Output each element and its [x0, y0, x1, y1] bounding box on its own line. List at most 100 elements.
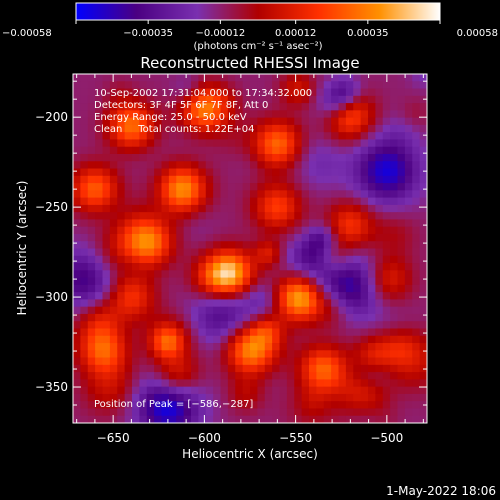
- heatmap-cell: [323, 212, 332, 220]
- heatmap-cell: [316, 270, 325, 278]
- heatmap-cell: [154, 270, 162, 278]
- heatmap-cell: [220, 299, 229, 308]
- heatmap-cell: [301, 321, 310, 329]
- heatmap-cell: [382, 277, 391, 286]
- heatmap-cell: [80, 321, 89, 329]
- heatmap-cell: [412, 190, 421, 198]
- heatmap-cell: [154, 386, 162, 395]
- heatmap-cell: [205, 241, 214, 249]
- heatmap-cell: [419, 153, 427, 162]
- heatmap-cell: [375, 110, 384, 119]
- heatmap-cell: [124, 248, 133, 257]
- heatmap-cell: [102, 321, 111, 329]
- heatmap-cell: [154, 219, 162, 228]
- heatmap-cell: [316, 153, 325, 162]
- heatmap-cell: [132, 401, 140, 409]
- heatmap-cell: [412, 241, 421, 249]
- heatmap-cell: [242, 350, 251, 358]
- heatmap-cell: [250, 241, 258, 249]
- heatmap-cell: [205, 306, 214, 315]
- heatmap-cell: [161, 335, 170, 344]
- heatmap-cell: [412, 357, 421, 366]
- heatmap-cell: [191, 372, 199, 380]
- heatmap-cell: [87, 139, 96, 148]
- heatmap-cell: [168, 132, 177, 140]
- heatmap-cell: [264, 292, 273, 300]
- heatmap-cell: [154, 103, 162, 111]
- heatmap-cell: [205, 95, 214, 104]
- heatmap-cell: [227, 255, 236, 264]
- heatmap-cell: [95, 117, 103, 126]
- heatmap-cell: [316, 401, 325, 409]
- heatmap-cell: [80, 284, 89, 293]
- heatmap-cell: [250, 335, 258, 344]
- heatmap-cell: [198, 328, 207, 337]
- heatmap-cell: [102, 153, 111, 162]
- heatmap-cell: [390, 183, 398, 191]
- heatmap-cell: [146, 153, 155, 162]
- heatmap-cell: [183, 139, 192, 148]
- heatmap-cell: [168, 255, 177, 264]
- heatmap-cell: [331, 212, 339, 220]
- heatmap-cell: [301, 212, 310, 220]
- heatmap-cell: [323, 168, 332, 177]
- heatmap-cell: [73, 372, 81, 380]
- heatmap-cell: [154, 343, 162, 351]
- heatmap-cell: [345, 95, 354, 104]
- heatmap-cell: [73, 299, 81, 308]
- heatmap-cell: [331, 393, 339, 402]
- heatmap-cell: [213, 306, 221, 315]
- heatmap-cell: [161, 270, 170, 278]
- heatmap-cell: [309, 132, 317, 140]
- heatmap-cell: [286, 197, 295, 206]
- heatmap-cell: [205, 233, 214, 242]
- heatmap-cell: [132, 393, 140, 402]
- heatmap-cell: [146, 117, 155, 126]
- y-tick-label: −350: [35, 380, 68, 394]
- heatmap-cell: [404, 408, 413, 417]
- heatmap-cell: [368, 88, 376, 97]
- heatmap-cell: [257, 139, 266, 148]
- heatmap-cell: [102, 204, 111, 213]
- heatmap-cell: [250, 415, 258, 423]
- heatmap-cell: [257, 386, 266, 395]
- heatmap-cell: [154, 190, 162, 198]
- heatmap-cell: [331, 306, 339, 315]
- heatmap-cell: [124, 321, 133, 329]
- heatmap-cell: [360, 212, 369, 220]
- heatmap-cell: [375, 335, 384, 344]
- heatmap-cell: [316, 168, 325, 177]
- heatmap-cell: [168, 328, 177, 337]
- heatmap-cell: [309, 110, 317, 119]
- heatmap-cell: [183, 88, 192, 97]
- heatmap-cell: [95, 263, 103, 271]
- heatmap-cell: [323, 161, 332, 169]
- heatmap-cell: [272, 212, 280, 220]
- heatmap-cell: [250, 364, 258, 373]
- heatmap-cell: [176, 335, 185, 344]
- heatmap-cell: [272, 241, 280, 249]
- heatmap-cell: [227, 357, 236, 366]
- heatmap-cell: [250, 110, 258, 119]
- heatmap-cell: [286, 117, 295, 126]
- heatmap-cell: [168, 401, 177, 409]
- heatmap-cell: [331, 132, 339, 140]
- heatmap-cell: [146, 124, 155, 133]
- heatmap-cell: [294, 255, 303, 264]
- heatmap-cell: [412, 284, 421, 293]
- heatmap-cell: [412, 161, 421, 169]
- heatmap-cell: [257, 212, 266, 220]
- heatmap-cell: [139, 364, 148, 373]
- heatmap-cell: [264, 401, 273, 409]
- heatmap-cell: [279, 197, 288, 206]
- heatmap-cell: [250, 175, 258, 184]
- heatmap-cell: [242, 284, 251, 293]
- heatmap-cell: [95, 103, 103, 111]
- heatmap-cell: [205, 292, 214, 300]
- heatmap-cell: [220, 284, 229, 293]
- heatmap-cell: [309, 226, 317, 235]
- heatmap-cell: [176, 321, 185, 329]
- heatmap-cell: [272, 292, 280, 300]
- heatmap-cell: [205, 357, 214, 366]
- heatmap-cell: [382, 292, 391, 300]
